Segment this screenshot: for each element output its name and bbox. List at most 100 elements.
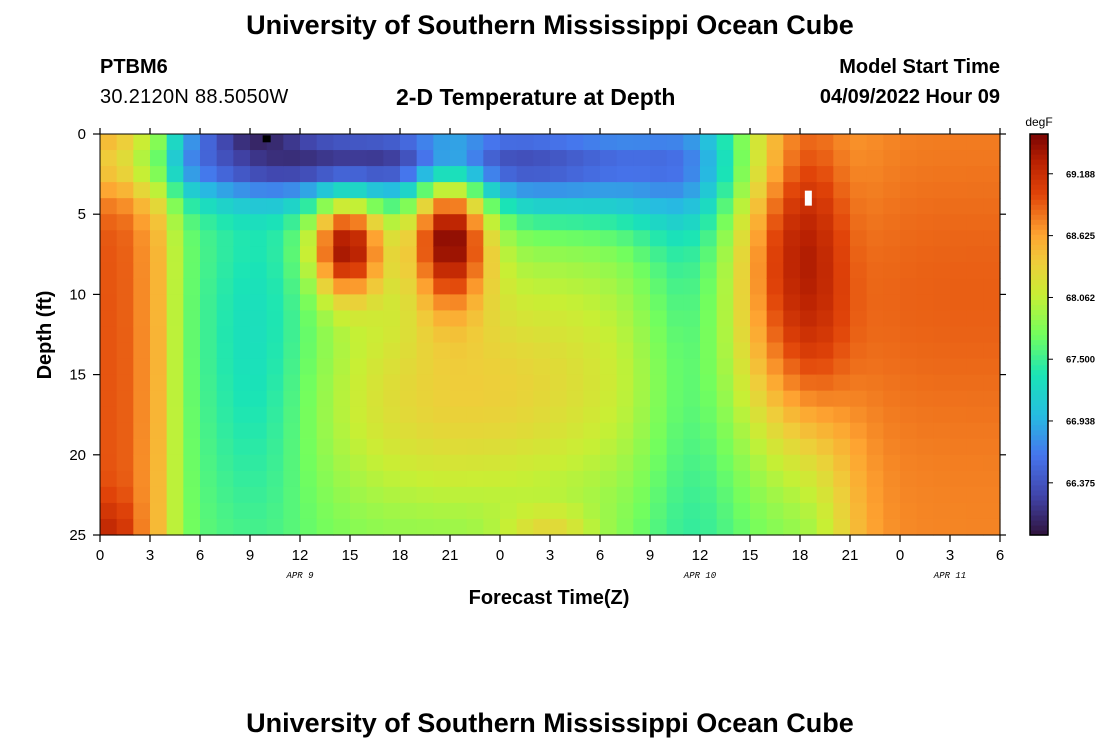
- heatmap-cell: [233, 294, 251, 312]
- heatmap-cell: [766, 198, 784, 215]
- heatmap-cell: [850, 518, 868, 536]
- heatmap-cell: [833, 454, 851, 472]
- heatmap-cell: [566, 230, 584, 247]
- heatmap-cell: [683, 262, 701, 279]
- heatmap-cell: [216, 342, 234, 360]
- colorbar-segment: [1030, 514, 1048, 521]
- heatmap-cell: [916, 342, 934, 360]
- min-marker: [262, 135, 271, 143]
- heatmap-cell: [516, 390, 534, 408]
- heatmap-cell: [950, 406, 968, 424]
- heatmap-cell: [733, 518, 751, 536]
- heatmap-cell: [833, 518, 851, 536]
- heatmap-cell: [783, 214, 801, 231]
- heatmap-cell: [966, 438, 984, 456]
- heatmap-cell: [466, 198, 484, 215]
- heatmap-cell: [966, 454, 984, 472]
- heatmap-cell: [133, 326, 151, 344]
- heatmap-cell: [233, 326, 251, 344]
- heatmap-cell: [300, 198, 318, 215]
- heatmap-cell: [783, 310, 801, 328]
- heatmap-cell: [716, 390, 734, 408]
- heatmap-cell: [766, 150, 784, 167]
- heatmap-cell: [266, 358, 284, 376]
- heatmap-cell: [166, 326, 184, 344]
- heatmap-cell: [400, 486, 418, 504]
- heatmap-cell: [583, 310, 601, 328]
- heatmap-cell: [400, 390, 418, 408]
- heatmap-cell: [516, 310, 534, 328]
- heatmap-cell: [766, 182, 784, 199]
- heatmap-cell: [283, 358, 301, 376]
- heatmap-cell: [566, 310, 584, 328]
- heatmap-cell: [783, 358, 801, 376]
- heatmap-cell: [283, 390, 301, 408]
- heatmap-cell: [750, 262, 768, 279]
- heatmap-cell: [350, 294, 368, 312]
- heatmap-cell: [533, 294, 551, 312]
- heatmap-cell: [883, 166, 901, 183]
- heatmap-cell: [366, 422, 384, 440]
- heatmap-cell: [983, 342, 1001, 360]
- heatmap-cell: [550, 358, 568, 376]
- heatmap-cell: [383, 278, 401, 295]
- heatmap-cell: [466, 150, 484, 167]
- heatmap-cell: [100, 214, 118, 231]
- heatmap-cell: [366, 390, 384, 408]
- heatmap-cell: [483, 134, 501, 151]
- colorbar-segment: [1030, 169, 1048, 175]
- heatmap-cell: [116, 246, 134, 263]
- heatmap-cell: [133, 502, 151, 520]
- heatmap-cell: [333, 390, 351, 408]
- heatmap-cell: [266, 486, 284, 504]
- colorbar-tick-label: 68.062: [1066, 293, 1095, 304]
- heatmap-cell: [316, 294, 334, 312]
- heatmap-cell: [850, 310, 868, 328]
- heatmap-cell: [116, 166, 134, 183]
- heatmap-cell: [383, 230, 401, 247]
- heatmap-cell: [233, 214, 251, 231]
- heatmap-cell: [383, 518, 401, 536]
- heatmap-cell: [900, 230, 918, 247]
- heatmap-cell: [216, 358, 234, 376]
- heatmap-cell: [783, 134, 801, 151]
- colorbar-segment: [1030, 284, 1048, 290]
- heatmap-cell: [966, 518, 984, 536]
- colorbar-segment: [1030, 469, 1048, 476]
- heatmap-cell: [866, 262, 884, 279]
- heatmap-cell: [450, 262, 468, 279]
- heatmap-cell: [216, 518, 234, 536]
- heatmap-cell: [383, 166, 401, 183]
- heatmap-cell: [266, 150, 284, 167]
- heatmap-cell: [833, 198, 851, 215]
- colorbar-segment: [1030, 519, 1048, 526]
- heatmap-cell: [416, 342, 434, 360]
- heatmap-cell: [216, 278, 234, 295]
- heatmap-cell: [233, 198, 251, 215]
- heatmap-cell: [833, 230, 851, 247]
- heatmap-cell: [633, 310, 651, 328]
- heatmap-cell: [666, 278, 684, 295]
- heatmap-cell: [450, 182, 468, 199]
- heatmap-cell: [216, 150, 234, 167]
- heatmap-cell: [366, 134, 384, 151]
- heatmap-cell: [966, 390, 984, 408]
- heatmap-cell: [533, 342, 551, 360]
- heatmap-cell: [100, 166, 118, 183]
- heatmap-cell: [683, 134, 701, 151]
- colorbar-segment: [1030, 164, 1048, 170]
- heatmap-cell: [150, 438, 168, 456]
- heatmap-cell: [866, 470, 884, 488]
- heatmap-cell: [616, 134, 634, 151]
- heatmap-cell: [283, 294, 301, 312]
- heatmap-cell: [300, 246, 318, 263]
- colorbar-segment: [1030, 229, 1048, 235]
- heatmap-cell: [433, 294, 451, 312]
- heatmap-cell: [600, 374, 618, 392]
- heatmap-cell: [566, 182, 584, 199]
- heatmap-cell: [450, 278, 468, 295]
- heatmap-cell: [566, 342, 584, 360]
- heatmap-cell: [350, 150, 368, 167]
- heatmap-cell: [783, 150, 801, 167]
- heatmap-cell: [700, 262, 718, 279]
